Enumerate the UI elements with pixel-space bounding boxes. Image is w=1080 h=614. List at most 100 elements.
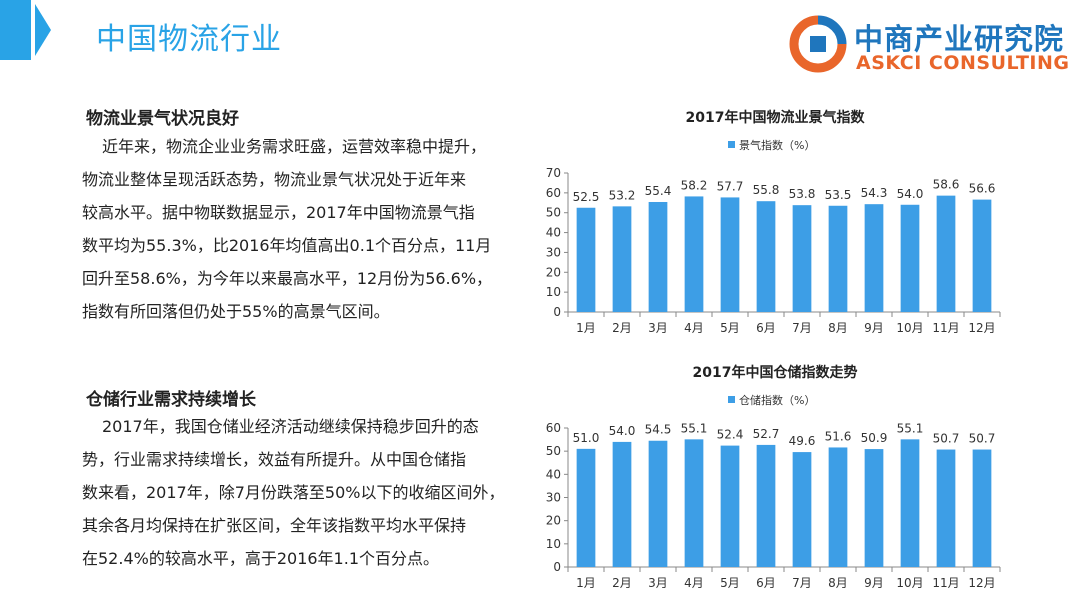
bar — [720, 197, 740, 312]
bar — [972, 199, 992, 312]
data-label: 51.0 — [573, 431, 600, 445]
chart-legend: 景气指数（%） — [728, 138, 815, 152]
page-title: 中国物流行业 — [96, 22, 282, 57]
bar — [828, 205, 848, 312]
x-tick-label: 7月 — [792, 576, 812, 590]
data-label: 49.6 — [789, 434, 816, 448]
x-tick-label: 11月 — [932, 576, 959, 590]
data-label: 54.0 — [897, 187, 924, 201]
data-label: 54.3 — [861, 186, 888, 200]
y-tick-label: 10 — [546, 537, 561, 551]
paragraph-line: 数来看，2017年，除7月份跌落至50%以下的收缩区间外， — [82, 483, 505, 502]
x-tick-label: 4月 — [684, 321, 704, 335]
bar — [756, 444, 776, 567]
y-tick-label: 60 — [546, 421, 561, 435]
data-label: 50.9 — [861, 431, 888, 445]
y-tick-label: 20 — [546, 514, 561, 528]
logo-english-name: ASKCI CONSULTING — [856, 52, 1070, 74]
y-tick-label: 0 — [553, 560, 561, 574]
logo-chinese-name: 中商产业研究院 — [854, 22, 1065, 56]
section-heading-logistics: 物流业景气状况良好 — [86, 109, 239, 129]
data-label: 58.2 — [681, 178, 708, 192]
data-label: 56.6 — [969, 182, 996, 196]
x-tick-label: 10月 — [896, 321, 923, 335]
paragraph-line: 势，行业需求持续增长，效益有所提升。从中国仓储指 — [82, 450, 467, 469]
x-tick-label: 12月 — [968, 321, 995, 335]
data-label: 55.1 — [897, 421, 924, 435]
bar — [936, 195, 956, 312]
x-tick-label: 2月 — [612, 576, 632, 590]
x-tick-label: 5月 — [720, 576, 740, 590]
bar — [792, 452, 812, 567]
x-tick-label: 2月 — [612, 321, 632, 335]
data-label: 52.5 — [573, 190, 600, 204]
chart-legend: 仓储指数（%） — [728, 393, 815, 407]
x-tick-label: 6月 — [756, 321, 776, 335]
bar — [900, 204, 920, 312]
bar — [864, 449, 884, 567]
x-tick-label: 10月 — [896, 576, 923, 590]
data-label: 55.1 — [681, 421, 708, 435]
logistics-paragraph: 近年来，物流企业业务需求旺盛，运营效率稳中提升， 物流业整体呈现活跃态势，物流业… — [82, 130, 532, 328]
bar — [576, 207, 596, 312]
bar — [684, 439, 704, 567]
bar — [648, 201, 668, 312]
y-tick-label: 10 — [546, 285, 561, 299]
x-tick-label: 12月 — [968, 576, 995, 590]
bar — [864, 204, 884, 312]
y-tick-label: 50 — [546, 444, 561, 458]
paragraph-line: 回升至58.6%，为今年以来最高水平，12月份为56.6%， — [82, 269, 493, 288]
paragraph-line: 2017年，我国仓储业经济活动继续保持稳步回升的态 — [102, 417, 479, 436]
paragraph-line: 较高水平。据中物联数据显示，2017年中国物流景气指 — [82, 203, 475, 222]
chart-title: 2017年中国仓储指数走势 — [693, 364, 858, 381]
bar — [612, 206, 632, 312]
x-tick-label: 3月 — [648, 321, 668, 335]
header-arrow-icon — [35, 4, 51, 56]
paragraph-line: 指数有所回落但仍处于55%的高景气区间。 — [82, 302, 390, 321]
data-label: 51.6 — [825, 429, 852, 443]
x-tick-label: 8月 — [828, 576, 848, 590]
paragraph-line: 近年来，物流企业业务需求旺盛，运营效率稳中提升， — [102, 137, 487, 156]
x-tick-label: 9月 — [864, 576, 884, 590]
data-label: 57.7 — [717, 179, 744, 193]
y-tick-label: 50 — [546, 206, 561, 220]
x-tick-label: 5月 — [720, 321, 740, 335]
bar — [972, 449, 992, 567]
section-heading-warehousing: 仓储行业需求持续增长 — [86, 390, 256, 410]
paragraph-line: 其余各月均保持在扩张区间，全年该指数平均水平保持 — [82, 516, 467, 535]
data-label: 53.2 — [609, 188, 636, 202]
header-accent-bar — [0, 0, 31, 60]
legend-swatch — [728, 141, 735, 148]
y-tick-label: 20 — [546, 265, 561, 279]
data-label: 55.8 — [753, 183, 780, 197]
x-tick-label: 7月 — [792, 321, 812, 335]
bar — [720, 445, 740, 567]
bar — [900, 439, 920, 567]
x-tick-label: 4月 — [684, 576, 704, 590]
warehousing-paragraph: 2017年，我国仓储业经济活动继续保持稳步回升的态 势，行业需求持续增长，效益有… — [82, 410, 532, 575]
legend-swatch — [728, 396, 735, 403]
x-tick-label: 8月 — [828, 321, 848, 335]
y-tick-label: 30 — [546, 245, 561, 259]
bar — [684, 196, 704, 312]
x-tick-label: 1月 — [576, 321, 596, 335]
y-tick-label: 40 — [546, 226, 561, 240]
y-tick-label: 40 — [546, 467, 561, 481]
y-tick-label: 0 — [553, 305, 561, 319]
x-tick-label: 11月 — [932, 321, 959, 335]
bar — [576, 448, 596, 567]
bar — [648, 440, 668, 567]
data-label: 52.4 — [717, 428, 744, 442]
bar — [828, 447, 848, 567]
data-label: 54.5 — [645, 423, 672, 437]
data-label: 50.7 — [969, 432, 996, 446]
data-label: 55.4 — [645, 184, 672, 198]
logo-mark-icon — [789, 15, 847, 73]
data-label: 54.0 — [609, 424, 636, 438]
legend-label: 仓储指数（%） — [739, 393, 815, 407]
y-tick-label: 60 — [546, 186, 561, 200]
bar — [756, 201, 776, 312]
bar — [612, 441, 632, 567]
